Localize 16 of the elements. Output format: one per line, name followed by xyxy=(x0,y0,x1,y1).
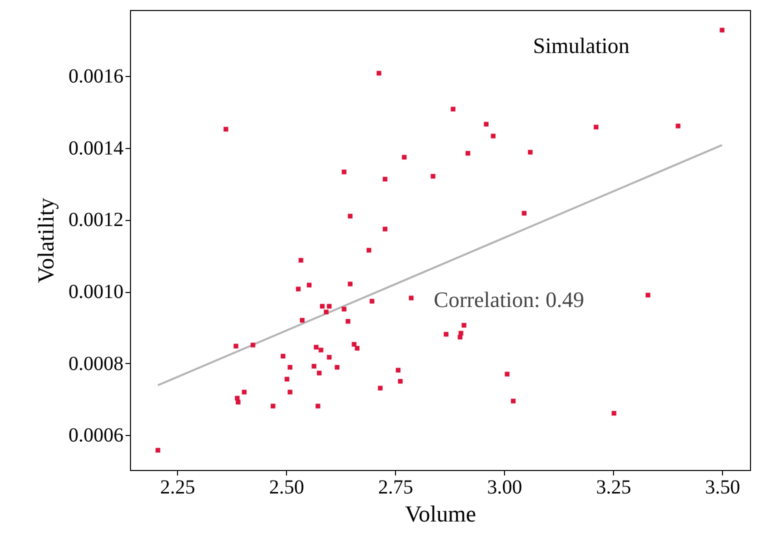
y-tick-label: 0.0014 xyxy=(68,137,124,160)
y-tick-label: 0.0008 xyxy=(68,352,124,375)
y-tick-label: 0.0010 xyxy=(68,281,124,304)
y-tick-label: 0.0016 xyxy=(68,66,124,88)
annotation: Simulation xyxy=(533,33,630,58)
x-tick-label: 2.25 xyxy=(160,476,196,498)
x-tick-label: 3.00 xyxy=(487,476,522,498)
y-tick-label: 0.0006 xyxy=(68,424,124,447)
x-tick-label: 3.50 xyxy=(705,476,740,498)
annotation: Correlation: 0.49 xyxy=(434,287,584,312)
y-axis-title: Volatility xyxy=(34,197,58,284)
x-tick-label: 3.25 xyxy=(596,476,632,498)
y-tick-label: 0.0012 xyxy=(68,209,124,232)
x-tick-label: 2.50 xyxy=(269,476,304,498)
x-axis-title: Volume xyxy=(404,502,476,526)
x-tick-label: 2.75 xyxy=(378,476,414,498)
